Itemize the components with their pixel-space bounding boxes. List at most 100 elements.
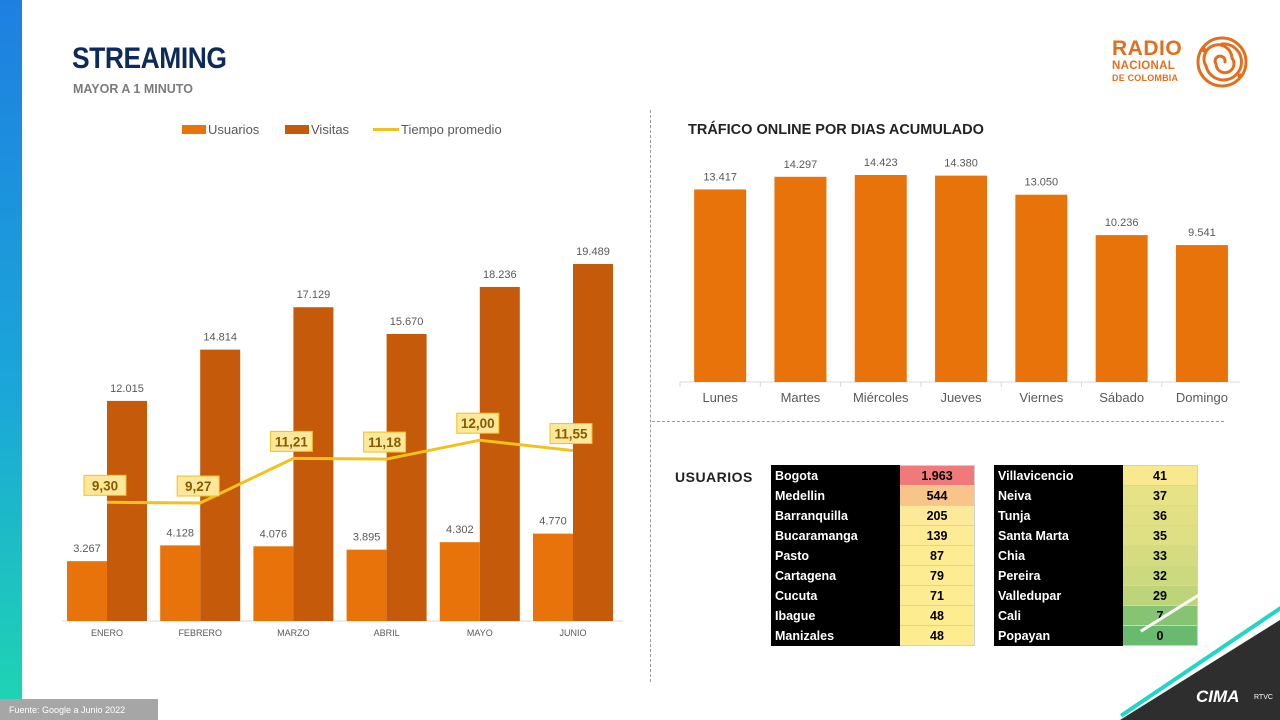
table-row: Barranquilla 205: [771, 505, 975, 526]
label-usuarios: 4.128: [166, 527, 194, 539]
table-row: Villavicencio 41: [994, 465, 1198, 486]
bar-dia: [694, 189, 747, 382]
city-users-value: 48: [899, 625, 975, 646]
table-row: Cartagena 79: [771, 565, 975, 586]
table-row: Ibague 48: [771, 605, 975, 626]
label-dia-value: 9.541: [1188, 227, 1216, 239]
bar-dia: [1015, 194, 1068, 382]
bar-visitas: [107, 400, 147, 621]
city-users-value: 37: [1122, 485, 1198, 506]
city-users-value: 1.963: [899, 465, 975, 486]
label-usuarios: 4.302: [446, 524, 474, 536]
label-usuarios: 3.267: [73, 543, 101, 555]
city-name: Manizales: [771, 625, 900, 646]
x-tick-label: JUNIO: [560, 628, 587, 638]
label-visitas: 18.236: [483, 269, 517, 281]
vertical-divider: [650, 110, 651, 682]
city-users-value: 41: [1122, 465, 1198, 486]
x-tick-label: Sábado: [1099, 390, 1144, 405]
x-tick-label: Jueves: [940, 390, 982, 405]
table-row: Manizales 48: [771, 625, 975, 646]
x-tick-label: Viernes: [1019, 390, 1063, 405]
label-visitas: 12.015: [110, 383, 144, 395]
city-name: Valledupar: [994, 585, 1123, 606]
label-visitas: 19.489: [576, 246, 610, 258]
label-tiempo-promedio: 11,21: [275, 434, 309, 449]
city-users-value: 544: [899, 485, 975, 506]
legend-label: Tiempo promedio: [401, 122, 502, 137]
city-name: Cucuta: [771, 585, 900, 606]
label-dia-value: 14.423: [864, 157, 898, 169]
page-title: STREAMING: [72, 42, 227, 75]
label-visitas: 17.129: [297, 289, 331, 301]
city-users-value: 79: [899, 565, 975, 586]
legend-label: Visitas: [311, 122, 350, 137]
city-users-value: 71: [899, 585, 975, 606]
daily-traffic-chart: TRÁFICO ONLINE POR DIAS ACUMULADO 13.417 L…: [679, 121, 1240, 405]
table-row: Neiva 37: [994, 485, 1198, 506]
bar-usuarios: [533, 533, 573, 621]
table-row: Pereira 32: [994, 565, 1198, 586]
city-name: Chia: [994, 545, 1123, 566]
table-row: Tunja 36: [994, 505, 1198, 526]
x-tick-label: Martes: [781, 390, 821, 405]
tiempo-label-box: [83, 474, 127, 496]
tiempo-label-box: [549, 423, 593, 445]
page-subtitle: MAYOR A 1 MINUTO: [73, 82, 193, 96]
city-users-value: 33: [1122, 545, 1198, 566]
tiempo-label-box: [456, 412, 500, 434]
label-usuarios: 4.076: [260, 528, 288, 540]
label-tiempo-promedio: 9,30: [92, 478, 118, 493]
bar-dia: [854, 175, 907, 382]
logo-line-3: DE COLOMBIA: [1112, 72, 1179, 83]
x-tick-label: MARZO: [277, 628, 310, 638]
x-tick-label: Lunes: [702, 390, 738, 405]
cima-logo: CIMA: [1196, 687, 1240, 706]
label-dia-value: 13.417: [703, 171, 737, 183]
table-row: Santa Marta 35: [994, 525, 1198, 546]
city-name: Villavicencio: [994, 465, 1123, 486]
tiempo-label-box: [176, 475, 220, 497]
city-users-value: 36: [1122, 505, 1198, 526]
city-name: Neiva: [994, 485, 1123, 506]
bar-dia: [1175, 245, 1228, 382]
bar-visitas: [293, 307, 334, 621]
label-tiempo-promedio: 11,55: [554, 427, 588, 442]
bar-usuarios: [346, 549, 387, 621]
rtvc-label: RTVC: [1254, 694, 1273, 701]
left-accent-bar: [0, 0, 22, 720]
table-row: Bogota 1.963: [771, 465, 975, 486]
bar-usuarios: [160, 545, 201, 621]
label-usuarios: 3.895: [353, 532, 381, 544]
users-by-city-table-left: Bogota 1.963 Medellin 544 Barranquilla 205 Buc…: [771, 465, 975, 646]
horizontal-divider: [652, 421, 1224, 422]
table-row: Cucuta 71: [771, 585, 975, 606]
bar-usuarios: [439, 542, 480, 621]
legend-label: Usuarios: [208, 122, 260, 137]
label-dia-value: 10.236: [1105, 217, 1139, 229]
x-tick-label: Domingo: [1176, 390, 1228, 405]
city-name: Ibague: [771, 605, 900, 626]
city-users-value: 139: [899, 525, 975, 546]
logo-line-2: NACIONAL: [1112, 60, 1176, 72]
table-row: Valledupar 29: [994, 585, 1198, 606]
spiral-logo-icon: [1196, 36, 1248, 88]
label-dia-value: 14.297: [784, 159, 818, 171]
source-note: Fuente: Google a Junio 2022: [0, 699, 158, 720]
radio-nacional-logo: RADIO NACIONAL DE COLOMBIA: [1112, 36, 1248, 90]
table-row: Chia 33: [994, 545, 1198, 566]
city-name: Pasto: [771, 545, 900, 566]
label-visitas: 14.814: [203, 332, 237, 344]
x-tick-label: FEBRERO: [178, 628, 222, 638]
tiempo-label-box: [269, 430, 313, 452]
label-usuarios: 4.770: [539, 516, 567, 528]
bar-dia: [1095, 235, 1148, 382]
city-name: Medellin: [771, 485, 900, 506]
city-name: Barranquilla: [771, 505, 900, 526]
corner-decoration: [1120, 620, 1280, 720]
city-name: Popayan: [994, 625, 1123, 646]
city-users-value: 32: [1122, 565, 1198, 586]
bar-usuarios: [253, 546, 294, 621]
city-users-value: 87: [899, 545, 975, 566]
table-row: Bucaramanga 139: [771, 525, 975, 546]
